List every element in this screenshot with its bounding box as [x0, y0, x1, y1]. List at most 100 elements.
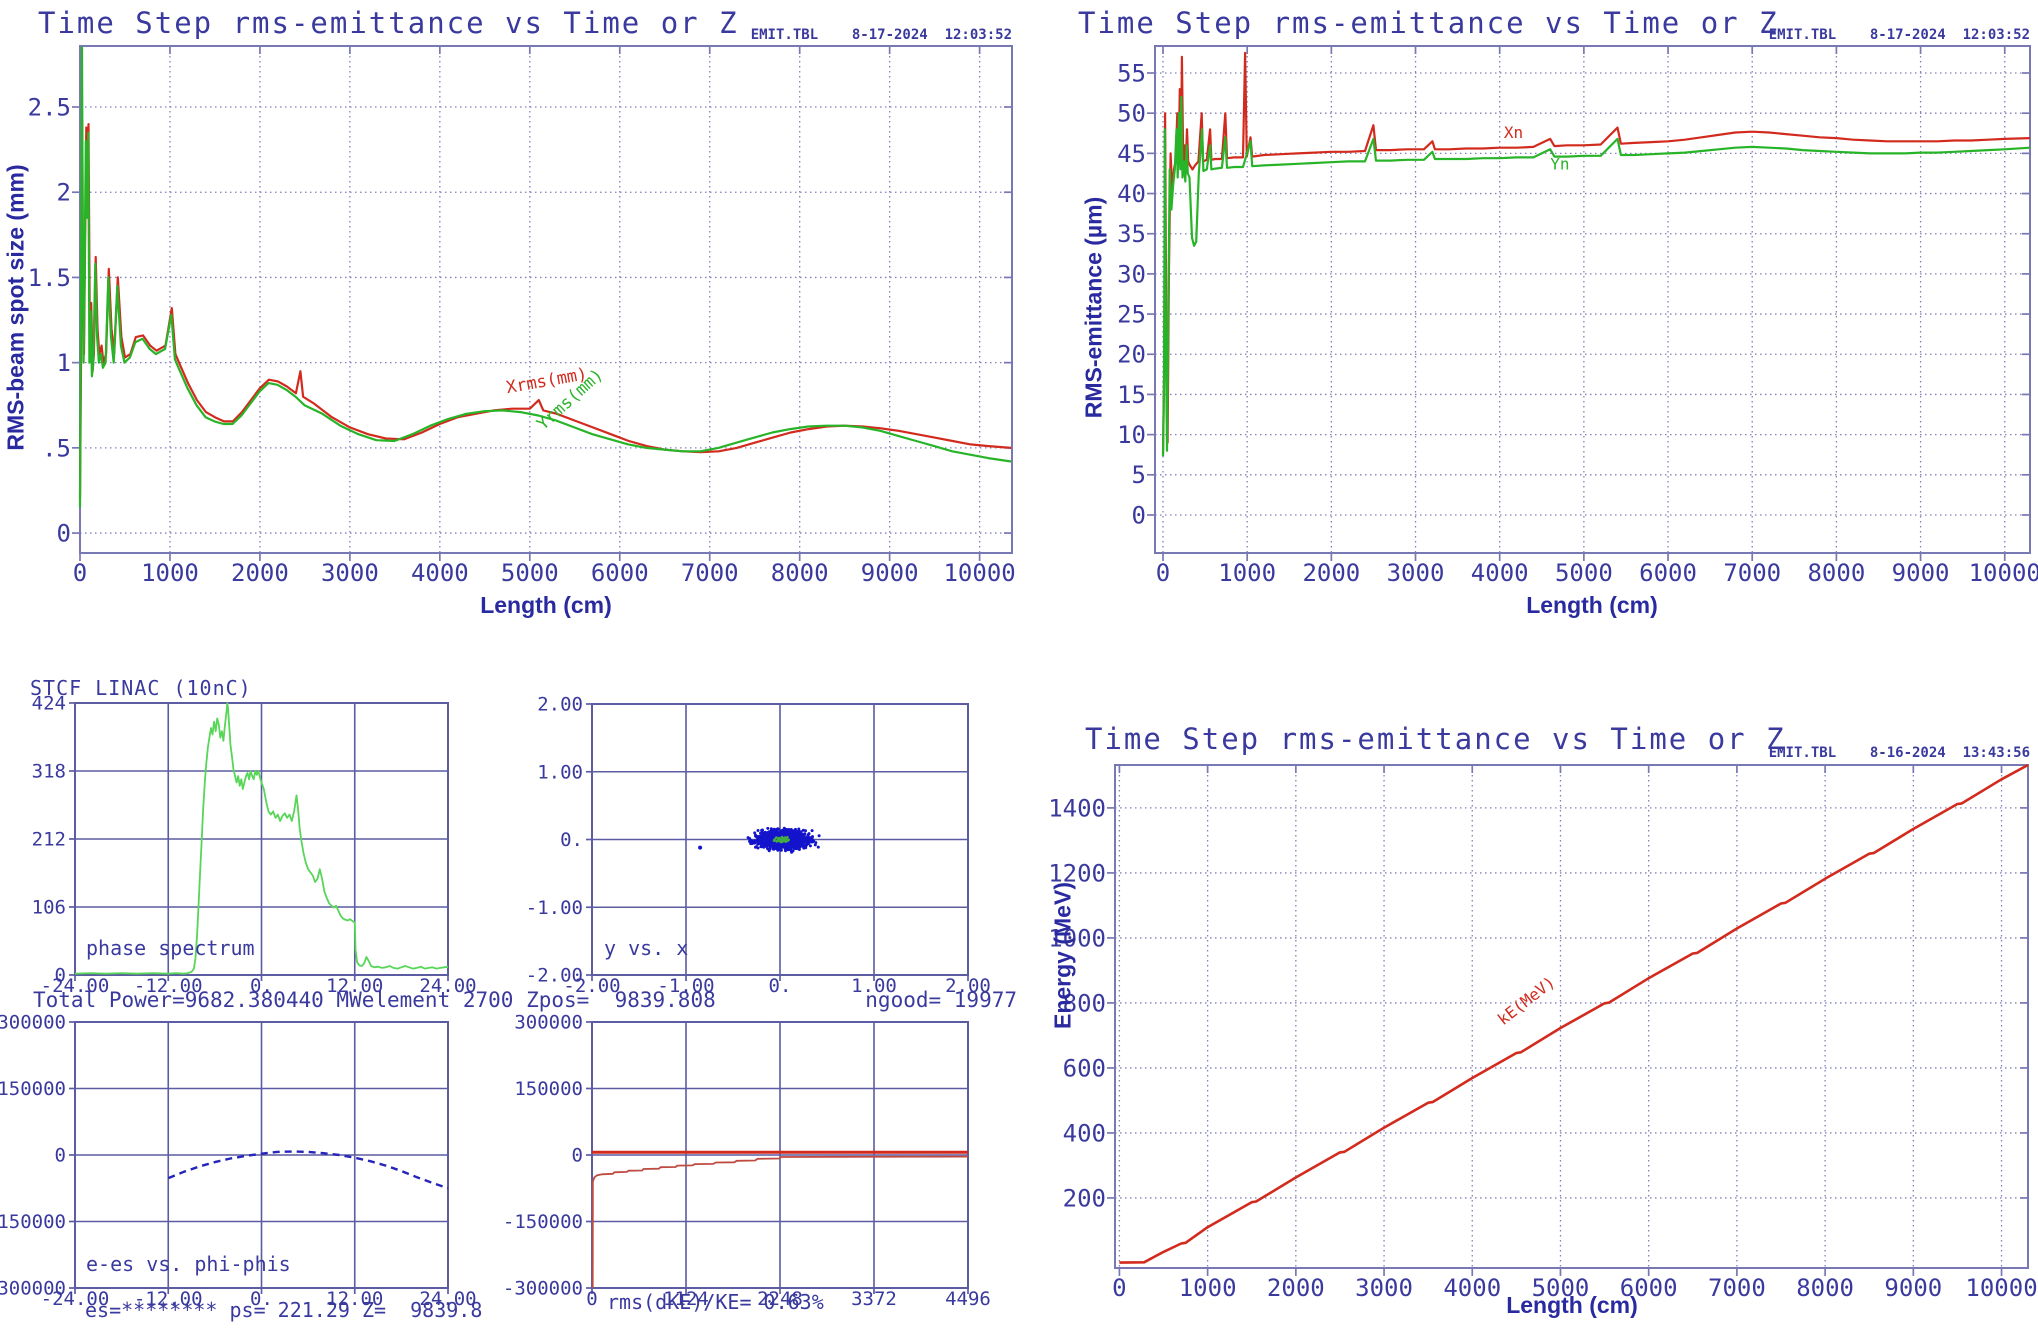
page-title: Time Step rms-emittance vs Time or Z — [1078, 6, 1779, 40]
svg-text:0: 0 — [57, 519, 71, 547]
svg-text:1.5: 1.5 — [28, 264, 71, 292]
svg-text:35: 35 — [1117, 220, 1146, 248]
svg-text:2000: 2000 — [1302, 559, 1360, 587]
svg-text:-24.00: -24.00 — [41, 1288, 110, 1310]
file-stamp: EMIT.TBL 8-16-2024 13:43:56 — [1768, 745, 2030, 761]
svg-text:-300000: -300000 — [503, 1278, 583, 1300]
x-axis-label: Length (cm) — [480, 592, 612, 618]
y-axis-label: RMS-emittance (µm) — [1080, 196, 1107, 419]
svg-text:3000: 3000 — [1355, 1274, 1413, 1302]
svg-text:12.00: 12.00 — [326, 1288, 383, 1310]
svg-text:20: 20 — [1117, 341, 1146, 369]
svg-text:40: 40 — [1117, 180, 1146, 208]
y-axis-label: RMS-beam spot size (mm) — [2, 164, 29, 451]
svg-text:10000: 10000 — [1969, 559, 2038, 587]
svg-text:12.00: 12.00 — [326, 975, 383, 997]
svg-text:150000: 150000 — [514, 1078, 583, 1100]
svg-text:0: 0 — [572, 1145, 583, 1167]
svg-text:25: 25 — [1117, 300, 1146, 328]
total-power-readout: Total Power=9682.380440 MWelement 2700 Z… — [33, 988, 716, 1012]
svg-text:5000: 5000 — [1555, 559, 1613, 587]
svg-text:8000: 8000 — [1807, 559, 1865, 587]
phase-spectrum-label: phase spectrum — [86, 936, 255, 960]
svg-text:-300000: -300000 — [0, 1278, 66, 1300]
svg-text:50: 50 — [1117, 100, 1146, 128]
y-axis-label: Energy (MeV) — [1049, 882, 1076, 1029]
page-title: Time Step rms-emittance vs Time or Z — [1085, 722, 1786, 756]
svg-text:6000: 6000 — [591, 559, 649, 587]
svg-text:24.00: 24.00 — [419, 1288, 476, 1310]
svg-text:6000: 6000 — [1620, 1274, 1678, 1302]
svg-text:1124: 1124 — [663, 1288, 709, 1310]
y-vs-x-label: y vs. x — [604, 936, 689, 960]
svg-text:8000: 8000 — [1796, 1274, 1854, 1302]
svg-text:15: 15 — [1117, 381, 1146, 409]
svg-text:2.00: 2.00 — [945, 975, 991, 997]
svg-text:4000: 4000 — [411, 559, 469, 587]
svg-text:Yn: Yn — [1550, 154, 1569, 173]
svg-text:2.00: 2.00 — [537, 694, 583, 716]
svg-text:400: 400 — [1063, 1119, 1106, 1147]
svg-text:5000: 5000 — [501, 559, 559, 587]
svg-text:800: 800 — [1063, 989, 1106, 1017]
svg-text:4000: 4000 — [1471, 559, 1529, 587]
svg-text:10000: 10000 — [943, 559, 1015, 587]
svg-text:-24.00: -24.00 — [41, 975, 110, 997]
svg-text:2: 2 — [57, 179, 71, 207]
svg-text:55: 55 — [1117, 59, 1146, 87]
svg-text:0: 0 — [1112, 1274, 1126, 1302]
svg-text:9000: 9000 — [1892, 559, 1950, 587]
svg-text:7000: 7000 — [1708, 1274, 1766, 1302]
svg-text:0: 0 — [1132, 501, 1146, 529]
svg-text:1000: 1000 — [1218, 559, 1276, 587]
rms-dke-label: rms(dKE)/KE= 0.63% — [607, 1290, 824, 1314]
svg-text:-12.00: -12.00 — [134, 1288, 203, 1310]
svg-text:106: 106 — [32, 897, 66, 919]
svg-text:7000: 7000 — [1723, 559, 1781, 587]
svg-text:Xn: Xn — [1504, 123, 1523, 142]
svg-text:600: 600 — [1063, 1054, 1106, 1082]
svg-text:2.5: 2.5 — [28, 93, 71, 121]
svg-text:0: 0 — [55, 965, 66, 987]
svg-text:3000: 3000 — [321, 559, 379, 587]
svg-text:318: 318 — [32, 761, 66, 783]
svg-text:9000: 9000 — [1884, 1274, 1942, 1302]
svg-text:-1.00: -1.00 — [657, 975, 714, 997]
svg-text:0: 0 — [55, 1145, 66, 1167]
svg-text:1200: 1200 — [1048, 859, 1106, 887]
svg-text:45: 45 — [1117, 140, 1146, 168]
svg-text:8000: 8000 — [771, 559, 829, 587]
svg-text:0.: 0. — [769, 975, 792, 997]
svg-text:-2.00: -2.00 — [526, 965, 583, 987]
svg-text:1000: 1000 — [1048, 924, 1106, 952]
svg-text:-2.00: -2.00 — [563, 975, 620, 997]
svg-text:.5: .5 — [42, 434, 71, 462]
svg-text:1000: 1000 — [1179, 1274, 1237, 1302]
svg-text:212: 212 — [32, 829, 66, 851]
svg-text:1.00: 1.00 — [851, 975, 897, 997]
svg-text:-150000: -150000 — [0, 1211, 66, 1233]
svg-text:4496: 4496 — [945, 1288, 991, 1310]
svg-text:150000: 150000 — [0, 1078, 66, 1100]
svg-text:10000: 10000 — [1965, 1274, 2037, 1302]
linac-subtitle: STCF LINAC (10nC) — [30, 676, 252, 700]
svg-text:5: 5 — [1132, 461, 1146, 489]
x-axis-label: Length (cm) — [1526, 592, 1658, 618]
svg-text:1.00: 1.00 — [537, 761, 583, 783]
svg-text:7000: 7000 — [681, 559, 739, 587]
svg-text:1000: 1000 — [141, 559, 199, 587]
svg-text:1400: 1400 — [1048, 794, 1106, 822]
ngood-readout: ngood= 19977 — [865, 988, 1017, 1012]
svg-text:424: 424 — [32, 693, 66, 715]
svg-text:0: 0 — [586, 1288, 597, 1310]
svg-text:300000: 300000 — [514, 1012, 583, 1034]
svg-text:5000: 5000 — [1532, 1274, 1590, 1302]
e-es-label: e-es vs. phi-phis — [86, 1252, 291, 1276]
page-title: Time Step rms-emittance vs Time or Z — [38, 6, 739, 40]
svg-text:4000: 4000 — [1443, 1274, 1501, 1302]
file-stamp: EMIT.TBL 8-17-2024 12:03:52 — [750, 27, 1012, 43]
x-axis-label: Length (cm) — [1506, 1292, 1638, 1318]
svg-text:30: 30 — [1117, 260, 1146, 288]
svg-text:0.: 0. — [560, 829, 583, 851]
